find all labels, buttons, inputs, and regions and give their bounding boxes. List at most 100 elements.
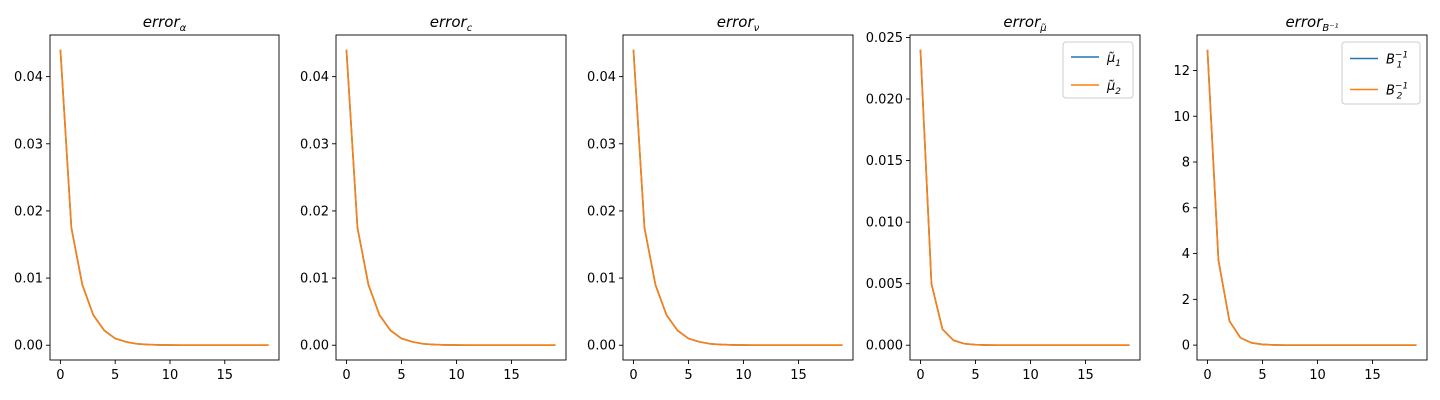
series-line-2 [59,49,269,347]
legend: μ̃1μ̃2 [1062,41,1134,99]
axes-frame [622,34,854,361]
legend-label-base: μ̃ [1106,79,1115,94]
axes-frame [335,34,567,361]
series-line-2 [919,49,1130,347]
x-tick-label: 0 [916,368,924,383]
chart-title-subscript: μ̃ [1039,22,1046,34]
x-tick-label: 10 [448,368,465,383]
y-tick-label: 10 [1173,110,1190,125]
y-tick-label: 0.00 [300,339,329,354]
x-tick-label: 5 [397,368,405,383]
legend-label-1: B−1 1 [1386,51,1408,71]
legend-label-1: μ̃1 [1106,51,1121,69]
chart-title-base: error [1003,13,1041,31]
chart-title-base: error [1285,13,1323,31]
legend-box [1062,41,1134,99]
y-tick-label: 0.02 [300,204,329,219]
chart-title-base: error [430,13,468,31]
y-tick-label: 0.000 [866,339,903,354]
x-tick-label: 15 [216,368,233,383]
chart-title: errorμ̃ [1003,13,1046,34]
x-tick-label: 5 [684,368,692,383]
y-tick-label: 0.010 [866,216,903,231]
series-line-1 [345,49,556,347]
chart-title: errorν [717,13,760,34]
x-tick-label: 5 [111,368,119,383]
y-tick-label: 0.005 [866,277,903,292]
x-tick-label: 0 [1203,368,1211,383]
y-tick-label: 2 [1182,293,1190,308]
chart-title-base: error [143,13,181,31]
axes-frame [49,34,280,361]
y-tick-label: 12 [1173,64,1190,79]
x-tick-label: 10 [735,368,752,383]
x-tick-label: 0 [56,368,64,383]
chart-panel-3: 0 5 10 15 0.00 0.01 0.02 0.03 0.04 errorν [587,13,854,383]
x-tick-label: 5 [971,368,979,383]
chart-title-subscript: B⁻¹ [1322,23,1338,34]
legend-label-subscript: 2 [1115,87,1121,97]
chart-title: errorB⁻¹ [1285,13,1338,34]
y-tick-label: 0.02 [587,204,616,219]
y-tick-label: 0.00 [14,339,43,354]
x-tick-label: 15 [503,368,520,383]
chart-title-base: error [717,13,755,31]
y-tick-label: 0.01 [14,272,43,287]
legend-label-subscript: 1 [1115,59,1121,69]
legend: B−1 1B−1 2 [1341,41,1421,105]
chart-title-subscript: α [180,23,187,34]
legend-box [1341,41,1421,105]
x-tick-label: 5 [1258,368,1266,383]
y-tick-label: 0.04 [14,70,43,85]
y-tick-label: 0.03 [300,137,329,152]
legend-label-superscript: −1 [1395,82,1408,92]
y-tick-label: 4 [1182,247,1190,262]
series-line-2 [632,49,843,347]
y-tick-label: 0.015 [866,154,903,169]
x-tick-label: 15 [1364,368,1381,383]
legend-label-2: μ̃2 [1106,79,1121,97]
legend-label-superscript: −1 [1395,51,1408,61]
series-line-1 [59,49,269,347]
y-tick-label: 0.025 [866,31,903,46]
y-tick-label: 8 [1182,156,1190,171]
y-tick-label: 0.020 [866,93,903,108]
chart-title: errorα [143,13,187,34]
y-tick-label: 0.03 [587,137,616,152]
y-tick-label: 0.02 [14,204,43,219]
chart-title-subscript: c [467,23,473,34]
legend-label-base: B [1386,53,1395,68]
chart-title: errorc [430,13,473,34]
axes-frame [1196,34,1428,361]
x-tick-label: 0 [629,368,637,383]
x-tick-label: 10 [162,368,179,383]
axes-frame [909,34,1141,361]
y-tick-label: 0.03 [14,137,43,152]
x-tick-label: 15 [1077,368,1094,383]
x-tick-label: 0 [342,368,350,383]
y-tick-label: 0.01 [300,272,329,287]
series-line-2 [345,49,556,347]
legend-label-subscript: 1 [1397,61,1403,71]
series-line-1 [632,49,843,347]
x-tick-label: 15 [790,368,807,383]
legend-label-2: B−1 2 [1386,82,1408,102]
legend-label-base: μ̃ [1106,51,1115,66]
chart-panel-1: 0 5 10 15 0.00 0.01 0.02 0.03 0.04 errorα [14,13,280,383]
y-tick-label: 0.04 [300,70,329,85]
chart-panel-4: 0 5 10 15 0.000 0.005 0.010 0.015 0.020 0.025 erro… [866,13,1141,383]
series-line-2 [1206,49,1417,346]
chart-panel-2: 0 5 10 15 0.00 0.01 0.02 0.03 0.04 errorc [300,13,567,383]
chart-title-subscript: ν [754,23,760,34]
y-tick-label: 0.01 [587,272,616,287]
y-tick-label: 0.04 [587,70,616,85]
legend-label-subscript: 2 [1397,92,1403,102]
x-tick-label: 10 [1309,368,1326,383]
y-tick-label: 0.00 [587,339,616,354]
y-tick-label: 0 [1182,339,1190,354]
y-tick-label: 6 [1182,201,1190,216]
x-tick-label: 10 [1022,368,1039,383]
legend-label-base: B [1386,84,1395,99]
